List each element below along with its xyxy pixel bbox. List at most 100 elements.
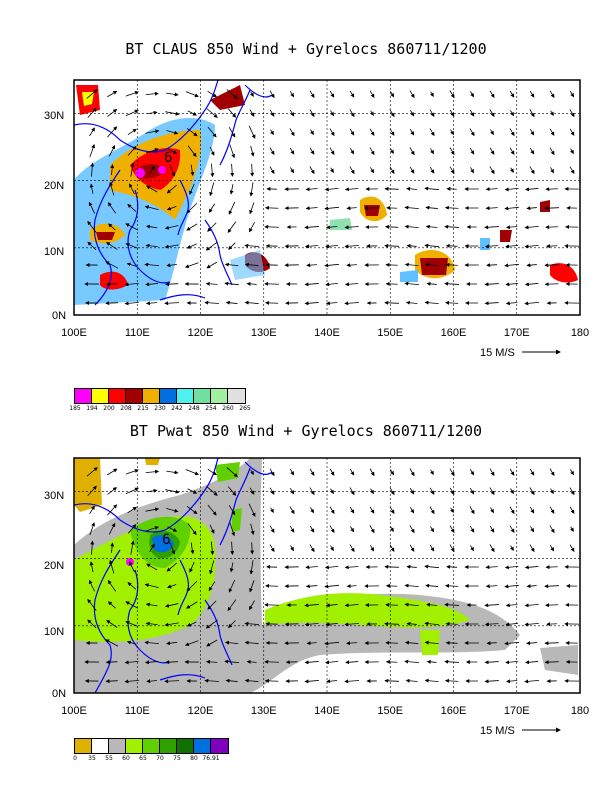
wind-vector: [127, 523, 137, 534]
wind-vector: [409, 507, 415, 514]
wind-vector: [89, 127, 95, 137]
wind-vector: [125, 109, 139, 117]
wind-vector: [228, 505, 236, 516]
wind-vector: [469, 128, 475, 137]
wind-vector: [325, 225, 338, 230]
wind-vector: [344, 565, 359, 570]
wind-vector: [484, 660, 499, 665]
wind-vector: [310, 507, 314, 514]
wind-vector: [209, 524, 215, 534]
colorbar-swatch: [160, 389, 177, 403]
wind-vector: [89, 522, 95, 536]
wind-vector: [304, 679, 319, 684]
colorbar-tick-label: 60: [122, 755, 130, 762]
panel2-map: 6 30N 20N 10N 0N 100E 110E 120E 130E 140E 150…: [44, 457, 589, 737]
colorbar-tick-label: 55: [105, 755, 113, 762]
wind-vector: [569, 544, 575, 552]
wind-vector: [107, 504, 118, 516]
p1-lat-30n: 30N: [44, 110, 64, 122]
wind-vector: [326, 679, 338, 684]
wind-vector: [190, 542, 195, 555]
lon-label: 140E: [314, 327, 340, 339]
wind-vector: [225, 678, 238, 683]
panel2-frame: [73, 457, 581, 694]
wind-vector: [269, 544, 275, 553]
wind-vector: [324, 565, 339, 570]
wind-vector: [109, 559, 115, 574]
wind-vector: [166, 641, 178, 646]
wind-vector: [550, 167, 555, 174]
wind-vector: [469, 487, 475, 495]
wind-vector: [445, 243, 458, 248]
wind-vector: [544, 660, 559, 665]
wind-vector: [489, 109, 495, 118]
wind-vector: [225, 300, 238, 305]
wind-vector: [250, 469, 254, 476]
wind-vector: [409, 147, 415, 156]
lon-label: 160E: [441, 705, 467, 717]
wind-vector: [249, 487, 255, 495]
colorbar-swatch: [211, 389, 228, 403]
wind-vector: [227, 221, 237, 233]
wind-vector: [304, 282, 319, 287]
wind-vector: [529, 109, 535, 118]
wind-vector: [525, 660, 539, 665]
wind-vector: [489, 90, 495, 99]
wind-vector: [469, 506, 475, 515]
wind-vector: [505, 225, 518, 230]
wind-vector: [304, 660, 319, 665]
wind-vector: [166, 470, 179, 475]
wind-vector: [490, 507, 494, 514]
wind-vector: [330, 167, 334, 173]
wind-vector: [484, 282, 499, 287]
wind-vector: [390, 469, 394, 476]
wind-vector: [289, 525, 295, 533]
wind-vector: [249, 580, 255, 593]
wind-vector: [330, 110, 334, 117]
wind-vector: [424, 640, 439, 645]
wind-vector: [545, 225, 558, 230]
wind-vector: [425, 224, 438, 229]
lon-label: 140E: [314, 705, 340, 717]
wind-vector: [349, 468, 355, 476]
wind-vector: [449, 109, 455, 117]
wind-vector: [289, 487, 295, 495]
colorbar-tick-label: 65: [139, 755, 147, 762]
wind-vector: [289, 109, 295, 117]
wind-vector: [404, 262, 419, 267]
wind-vector: [449, 468, 455, 477]
wind-vector: [144, 583, 159, 588]
wind-vector: [369, 128, 375, 136]
wind-vector: [269, 525, 275, 533]
wind-vector: [486, 641, 497, 646]
wind-vector: [305, 206, 318, 211]
wind-vector: [325, 301, 338, 306]
colorbar-swatch: [109, 739, 126, 753]
wind-vector: [228, 201, 236, 215]
lon-label: 150E: [377, 705, 403, 717]
lon-label: 180: [571, 327, 589, 339]
wind-vector: [145, 469, 160, 474]
wind-vector: [125, 91, 139, 97]
wind-vector: [126, 262, 137, 267]
wind-vector: [569, 487, 575, 496]
colorbar-tick-label: 80: [190, 755, 198, 762]
wind-vector: [444, 224, 459, 229]
wind-vector: [370, 488, 374, 495]
colorbar-swatch: [126, 739, 143, 753]
wind-vector: [504, 206, 519, 211]
wind-vector: [325, 660, 339, 665]
wind-vector: [105, 282, 118, 287]
wind-vector: [89, 144, 96, 158]
wind-vector: [105, 639, 119, 647]
wind-vector: [449, 147, 455, 156]
wind-vector: [230, 163, 235, 177]
panel2-fields: [74, 458, 578, 693]
lon-label: 150E: [377, 327, 403, 339]
wind-vector: [144, 640, 159, 645]
wind-vector: [549, 128, 555, 136]
wind-vector: [207, 222, 217, 232]
wind-vector: [445, 583, 459, 588]
wind-vector: [250, 542, 255, 555]
wind-vector: [509, 147, 515, 155]
